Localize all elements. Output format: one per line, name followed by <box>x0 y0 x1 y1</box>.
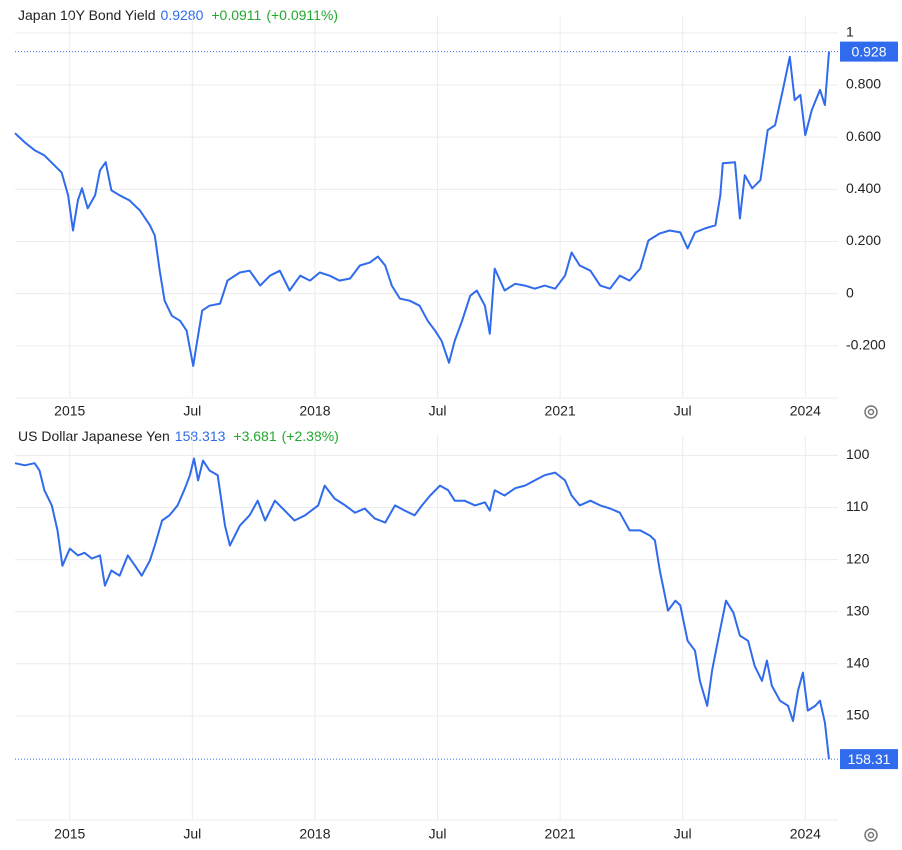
x-tick-label: Jul <box>183 826 201 842</box>
x-tick-label: Jul <box>674 826 692 842</box>
chart-title: US Dollar Japanese Yen <box>18 428 170 444</box>
y-tick-label: 150 <box>846 707 870 723</box>
x-tick-label: 2018 <box>299 826 330 842</box>
change-percent: (+2.38%) <box>282 428 339 444</box>
price-line <box>14 457 830 760</box>
chart-header: Japan 10Y Bond Yield 0.9280 +0.0911 (+0.091… <box>18 7 338 23</box>
x-tick-label: 2024 <box>790 826 821 842</box>
y-tick-label: 110 <box>846 498 869 514</box>
y-tick-label: 0.800 <box>846 76 881 92</box>
gear-inner <box>867 831 875 839</box>
x-tick-label: 2018 <box>299 403 330 419</box>
last-price: 0.9280 <box>161 7 204 23</box>
y-tick-label: 0.600 <box>846 128 881 144</box>
x-tick-label: Jul <box>183 403 201 419</box>
y-tick-label: -0.200 <box>846 337 886 353</box>
price-line <box>14 51 830 367</box>
change: +0.0911 <box>211 7 261 23</box>
y-tick-label: 130 <box>846 602 870 618</box>
x-tick-label: 2021 <box>545 403 576 419</box>
x-tick-label: 2024 <box>790 403 821 419</box>
y-tick-label: 0.400 <box>846 180 881 196</box>
x-tick-label: 2021 <box>545 826 576 842</box>
y-tick-label: 0 <box>846 284 854 300</box>
settings-icon[interactable] <box>864 405 878 419</box>
y-tick-label: 140 <box>846 654 870 670</box>
y-tick-label: 120 <box>846 550 870 566</box>
last-value-box <box>840 41 898 62</box>
change-percent: (+0.0911%) <box>266 7 338 23</box>
x-tick-label: 2015 <box>54 826 85 842</box>
gear-inner <box>867 408 875 416</box>
x-tick-label: Jul <box>429 826 447 842</box>
settings-icon[interactable] <box>864 828 878 842</box>
last-value-label: 158.31 <box>848 751 891 767</box>
y-tick-label: 0.200 <box>846 232 881 248</box>
x-tick-label: Jul <box>674 403 692 419</box>
last-value-box <box>840 749 898 770</box>
y-tick-label: 1 <box>846 24 854 40</box>
gear-outer <box>864 828 878 842</box>
x-tick-label: Jul <box>429 403 447 419</box>
chart-title: Japan 10Y Bond Yield <box>18 7 156 23</box>
chart-header: US Dollar Japanese Yen 158.313 +3.681 (+2.3… <box>18 428 339 444</box>
x-tick-label: 2015 <box>54 403 85 419</box>
gear-outer <box>864 405 878 419</box>
last-value-label: 0.928 <box>851 43 886 59</box>
last-price: 158.313 <box>175 428 226 444</box>
y-tick-label: 100 <box>846 446 870 462</box>
change: +3.681 <box>233 428 276 444</box>
